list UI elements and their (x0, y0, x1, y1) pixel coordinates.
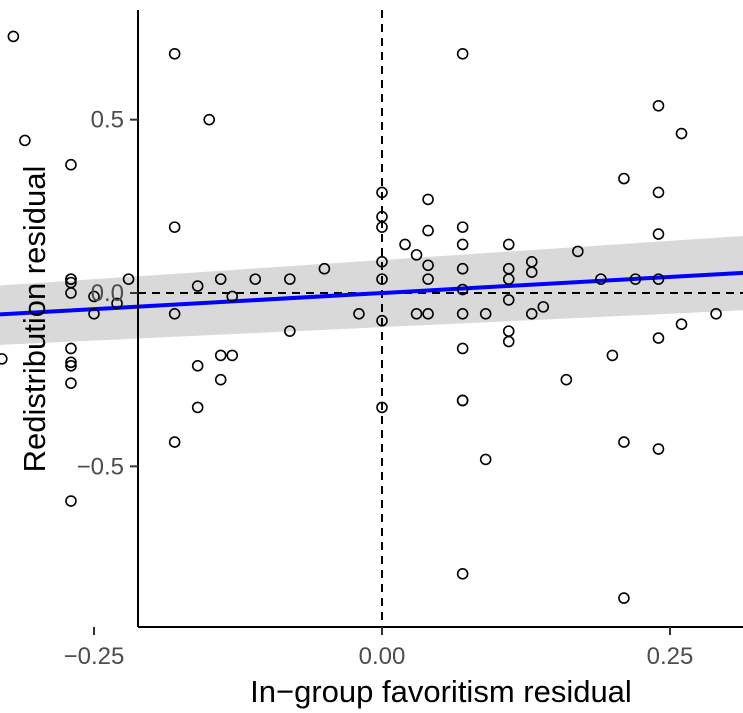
data-point (677, 129, 687, 139)
data-point (653, 187, 663, 197)
data-point (653, 229, 663, 239)
data-point (504, 326, 514, 336)
data-point (66, 343, 76, 353)
data-point (653, 444, 663, 454)
x-tick-label: −0.25 (64, 643, 125, 670)
x-tick-label: 0.25 (647, 643, 694, 670)
data-point (0, 354, 7, 364)
x-tick-label: 0.00 (359, 643, 406, 670)
data-point (400, 239, 410, 249)
data-point (619, 593, 629, 603)
y-tick-label: 0.0 (91, 280, 124, 307)
data-point (170, 49, 180, 59)
y-axis-title: Redistribution residual (17, 166, 52, 473)
data-point (20, 135, 30, 145)
data-point (227, 350, 237, 360)
data-point (66, 160, 76, 170)
data-point (423, 194, 433, 204)
data-point (458, 222, 468, 232)
data-point (66, 378, 76, 388)
data-point (458, 569, 468, 579)
x-axis-title: In−group favoritism residual (250, 674, 632, 709)
data-point (458, 239, 468, 249)
data-point (423, 226, 433, 236)
data-point (677, 319, 687, 329)
data-point (193, 402, 203, 412)
data-point (204, 115, 214, 125)
data-point (619, 174, 629, 184)
ticks-layer: −0.250.000.250.50−0.50.00.5 (64, 107, 743, 670)
data-point (481, 454, 491, 464)
data-point (66, 496, 76, 506)
data-point (458, 343, 468, 353)
y-tick-label: −0.5 (77, 453, 124, 480)
data-point (619, 437, 629, 447)
data-point (170, 222, 180, 232)
data-point (216, 350, 226, 360)
data-point (216, 375, 226, 385)
data-point (8, 31, 18, 41)
data-point (193, 361, 203, 371)
data-point (607, 350, 617, 360)
data-point (561, 375, 571, 385)
data-point (653, 101, 663, 111)
data-point (504, 337, 514, 347)
data-point (504, 239, 514, 249)
data-point (653, 333, 663, 343)
data-point (170, 437, 180, 447)
data-point (458, 49, 468, 59)
data-point (458, 395, 468, 405)
y-tick-label: 0.5 (91, 107, 124, 134)
